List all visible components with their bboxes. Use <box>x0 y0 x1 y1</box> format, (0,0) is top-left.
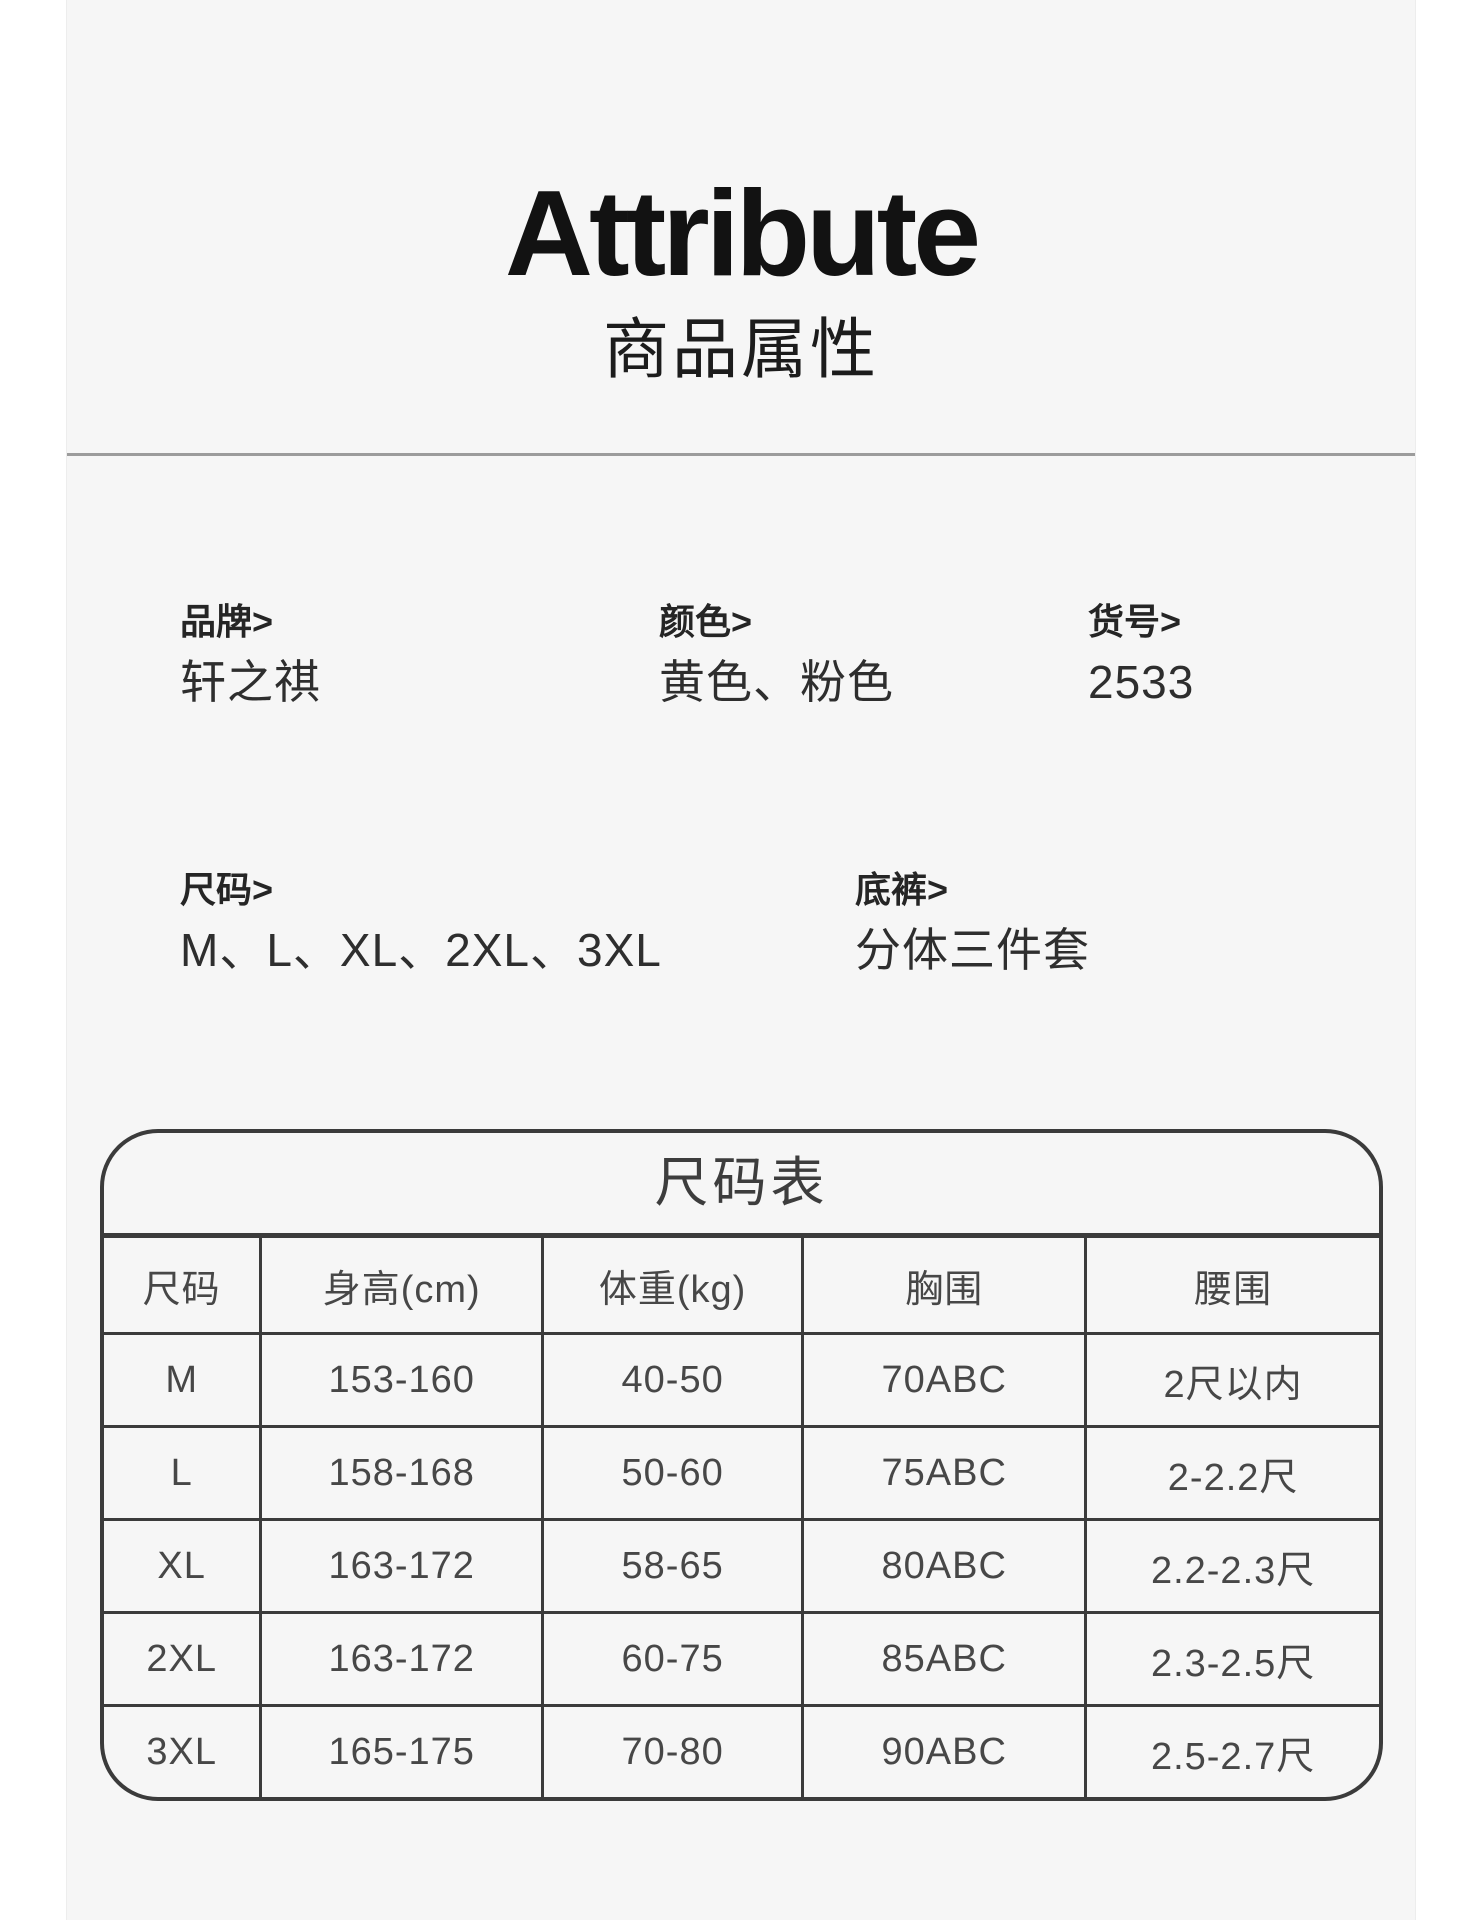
attribute-brand: 品牌> 轩之祺 <box>180 601 321 711</box>
cell-weight: 60-75 <box>541 1611 805 1707</box>
header-cell-size: 尺码 <box>104 1238 263 1335</box>
attribute-brand-value: 轩之祺 <box>180 656 321 709</box>
attribute-color-value: 黄色、粉色 <box>659 656 894 709</box>
attribute-sizes: 尺码> M、L、XL、2XL、3XL <box>180 869 662 979</box>
cell-bust: 70ABC <box>801 1332 1088 1428</box>
size-table-grid: 尺码 身高(cm) 体重(kg) 胸围 腰围 M 153-160 40-50 7… <box>104 1238 1379 1797</box>
cell-height: 153-160 <box>259 1332 545 1428</box>
section-subtitle: 商品属性 <box>603 312 879 386</box>
attribute-item-number-value: 2533 <box>1088 656 1195 709</box>
table-row-2xl: 2XL 163-172 60-75 85ABC 2.3-2.5尺 <box>104 1611 1379 1707</box>
attribute-item-number: 货号> 2533 <box>1088 601 1194 711</box>
table-row-xl: XL 163-172 58-65 80ABC 2.2-2.3尺 <box>104 1518 1379 1614</box>
cell-size: XL <box>104 1518 263 1614</box>
header-cell-waist: 腰围 <box>1084 1238 1379 1335</box>
header-cell-height: 身高(cm) <box>259 1238 545 1335</box>
cell-bust: 90ABC <box>801 1704 1088 1797</box>
cell-size: L <box>104 1425 263 1521</box>
cell-height: 158-168 <box>259 1425 545 1521</box>
cell-size: M <box>104 1332 263 1428</box>
section-title: Attribute <box>504 165 981 301</box>
size-table: 尺码表 尺码 身高(cm) 体重(kg) 胸围 腰围 M 153-160 <box>100 1129 1383 1801</box>
attribute-sizes-value: M、L、XL、2XL、3XL <box>180 924 662 977</box>
size-table-title: 尺码表 <box>104 1133 1379 1238</box>
cell-waist: 2.5-2.7尺 <box>1084 1704 1379 1797</box>
attribute-bottom-type-label: 底裤> <box>855 869 949 910</box>
cell-bust: 75ABC <box>801 1425 1088 1521</box>
header-cell-weight: 体重(kg) <box>541 1238 805 1335</box>
cell-weight: 70-80 <box>541 1704 805 1797</box>
divider-line <box>67 453 1415 456</box>
cell-size: 2XL <box>104 1611 263 1707</box>
cell-height: 165-175 <box>259 1704 545 1797</box>
attribute-color: 颜色> 黄色、粉色 <box>659 601 894 711</box>
size-table-header-row: 尺码 身高(cm) 体重(kg) 胸围 腰围 <box>104 1238 1379 1335</box>
cell-weight: 50-60 <box>541 1425 805 1521</box>
attribute-brand-label: 品牌> <box>180 601 274 642</box>
cell-weight: 40-50 <box>541 1332 805 1428</box>
cell-bust: 80ABC <box>801 1518 1088 1614</box>
cell-waist: 2-2.2尺 <box>1084 1425 1379 1521</box>
attribute-bottom-type: 底裤> 分体三件套 <box>855 869 1090 979</box>
cell-bust: 85ABC <box>801 1611 1088 1707</box>
table-row-m: M 153-160 40-50 70ABC 2尺以内 <box>104 1332 1379 1428</box>
cell-waist: 2.3-2.5尺 <box>1084 1611 1379 1707</box>
table-row-3xl: 3XL 165-175 70-80 90ABC 2.5-2.7尺 <box>104 1704 1379 1797</box>
table-row-l: L 158-168 50-60 75ABC 2-2.2尺 <box>104 1425 1379 1521</box>
cell-size: 3XL <box>104 1704 263 1797</box>
cell-waist: 2尺以内 <box>1084 1332 1379 1428</box>
header-cell-bust: 胸围 <box>801 1238 1088 1335</box>
attribute-sizes-label: 尺码> <box>180 869 274 910</box>
cell-waist: 2.2-2.3尺 <box>1084 1518 1379 1614</box>
attribute-bottom-type-value: 分体三件套 <box>855 924 1090 977</box>
cell-height: 163-172 <box>259 1518 545 1614</box>
cell-height: 163-172 <box>259 1611 545 1707</box>
attribute-item-number-label: 货号> <box>1088 601 1182 642</box>
attribute-panel: Attribute 商品属性 品牌> 轩之祺 颜色> 黄色、粉色 货号> 253… <box>66 0 1416 1920</box>
attribute-color-label: 颜色> <box>659 601 753 642</box>
cell-weight: 58-65 <box>541 1518 805 1614</box>
